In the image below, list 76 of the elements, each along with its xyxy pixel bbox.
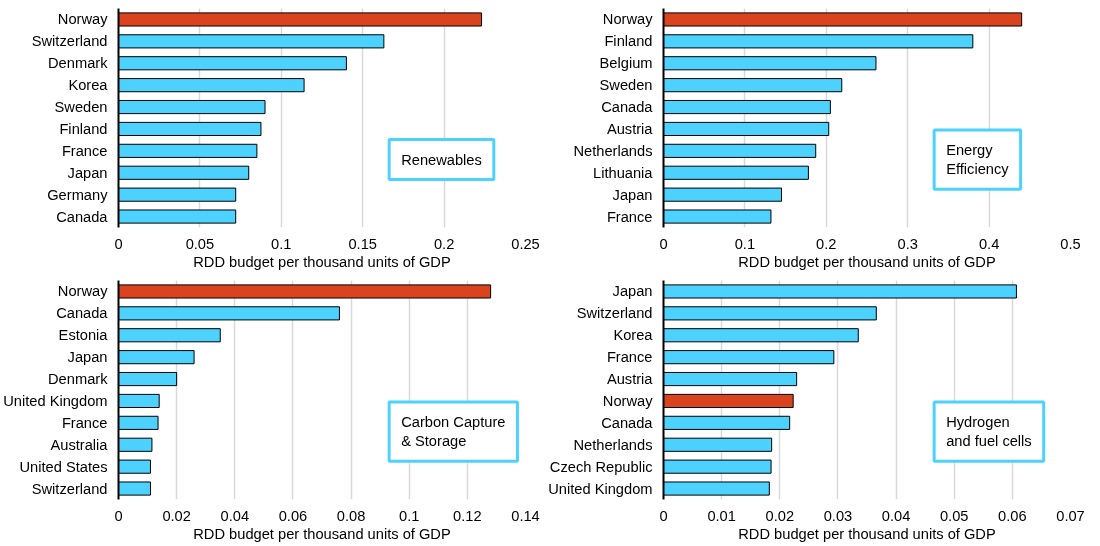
x-tick-label: 0.2 — [816, 235, 837, 252]
y-tick-label: Finland — [59, 120, 108, 137]
y-tick-label: Norway — [602, 392, 654, 409]
y-tick-label: Czech Republic — [549, 458, 653, 475]
x-tick-label: 0.2 — [433, 235, 455, 252]
y-tick-label: Norway — [57, 283, 109, 300]
y-tick-label: Austria — [606, 120, 654, 137]
y-tick-label: France — [606, 349, 653, 366]
x-tick-label: 0 — [659, 507, 668, 524]
x-tick-label: 0.14 — [511, 507, 540, 524]
y-tick-label: France — [61, 142, 108, 159]
x-axis-title: RDD budget per thousand units of GDP — [193, 253, 451, 270]
annotation: Hydrogen and fuel cells — [946, 414, 1032, 450]
y-tick-label: Sweden — [54, 99, 108, 116]
y-tick-label: Sweden — [599, 77, 653, 94]
x-tick-label: 0.03 — [823, 507, 853, 524]
x-tick-label: 0.06 — [998, 507, 1027, 524]
x-tick-label: 0.04 — [220, 507, 250, 524]
y-tick-label: Netherlands — [573, 142, 653, 159]
y-tick-label: United Kingdom — [3, 392, 108, 409]
y-tick-label: Japan — [612, 283, 653, 300]
x-tick-label: 0.01 — [707, 507, 736, 524]
y-tick-label: France — [606, 208, 653, 225]
y-tick-label: Belgium — [599, 55, 653, 72]
y-tick-label: Japan — [612, 186, 653, 203]
y-tick-label: France — [61, 414, 108, 431]
x-tick-label: 0.1 — [271, 235, 292, 252]
x-tick-label: 0.06 — [278, 507, 308, 524]
x-axis-title: RDD budget per thousand units of GDP — [738, 525, 996, 542]
x-tick-label: 0.02 — [765, 507, 795, 524]
y-tick-label: United Kingdom — [548, 480, 653, 497]
y-tick-label: Lithuania — [593, 164, 654, 181]
x-tick-label: 0.3 — [897, 235, 918, 252]
y-tick-label: Switzerland — [31, 33, 108, 50]
x-tick-label: 0 — [659, 235, 668, 252]
x-tick-label: 0 — [114, 507, 123, 524]
x-tick-label: 0.25 — [511, 235, 540, 252]
y-tick-label: Korea — [68, 77, 109, 94]
x-axis-title: RDD budget per thousand units of GDP — [193, 525, 451, 542]
y-tick-label: Canada — [56, 305, 109, 322]
y-tick-label: Switzerland — [576, 305, 653, 322]
y-tick-label: Denmark — [48, 371, 109, 388]
y-tick-label: Canada — [601, 99, 654, 116]
y-tick-label: Australia — [50, 436, 109, 453]
y-tick-label: Japan — [67, 164, 108, 181]
x-tick-label: 0.08 — [336, 507, 366, 524]
x-tick-label: 0.15 — [348, 235, 377, 252]
x-tick-label: 0.1 — [734, 235, 756, 252]
x-tick-label: 0.1 — [399, 507, 420, 524]
y-tick-label: United States — [19, 458, 108, 475]
y-tick-label: Switzerland — [31, 480, 108, 497]
y-tick-label: Canada — [56, 208, 109, 225]
x-tick-label: 0.04 — [881, 507, 911, 524]
y-tick-label: Korea — [613, 327, 654, 344]
y-tick-label: Netherlands — [573, 436, 653, 453]
y-tick-label: Norway — [602, 11, 654, 28]
x-tick-label: 0 — [114, 235, 123, 252]
y-tick-label: Estonia — [58, 327, 109, 344]
annotation: Carbon Capture & Storage — [401, 414, 506, 450]
y-tick-label: Canada — [601, 414, 654, 431]
x-tick-label: 0.02 — [162, 507, 191, 524]
y-tick-label: Denmark — [48, 55, 109, 72]
x-tick-label: 0.05 — [185, 235, 215, 252]
annotation: Energy Efficiency — [946, 142, 1010, 178]
x-tick-label: 0.07 — [1056, 507, 1085, 524]
y-tick-label: Japan — [67, 349, 108, 366]
y-tick-label: Austria — [606, 371, 654, 388]
y-tick-label: Germany — [47, 186, 109, 203]
x-tick-label: 0.4 — [978, 235, 1000, 252]
x-axis-title: RDD budget per thousand units of GDP — [738, 253, 996, 270]
x-tick-label: 0.5 — [1060, 235, 1081, 252]
y-tick-label: Norway — [57, 11, 109, 28]
x-tick-label: 0.05 — [939, 507, 969, 524]
x-tick-label: 0.12 — [453, 507, 482, 524]
annotation: Renewables — [401, 151, 482, 168]
y-tick-label: Finland — [604, 33, 653, 50]
